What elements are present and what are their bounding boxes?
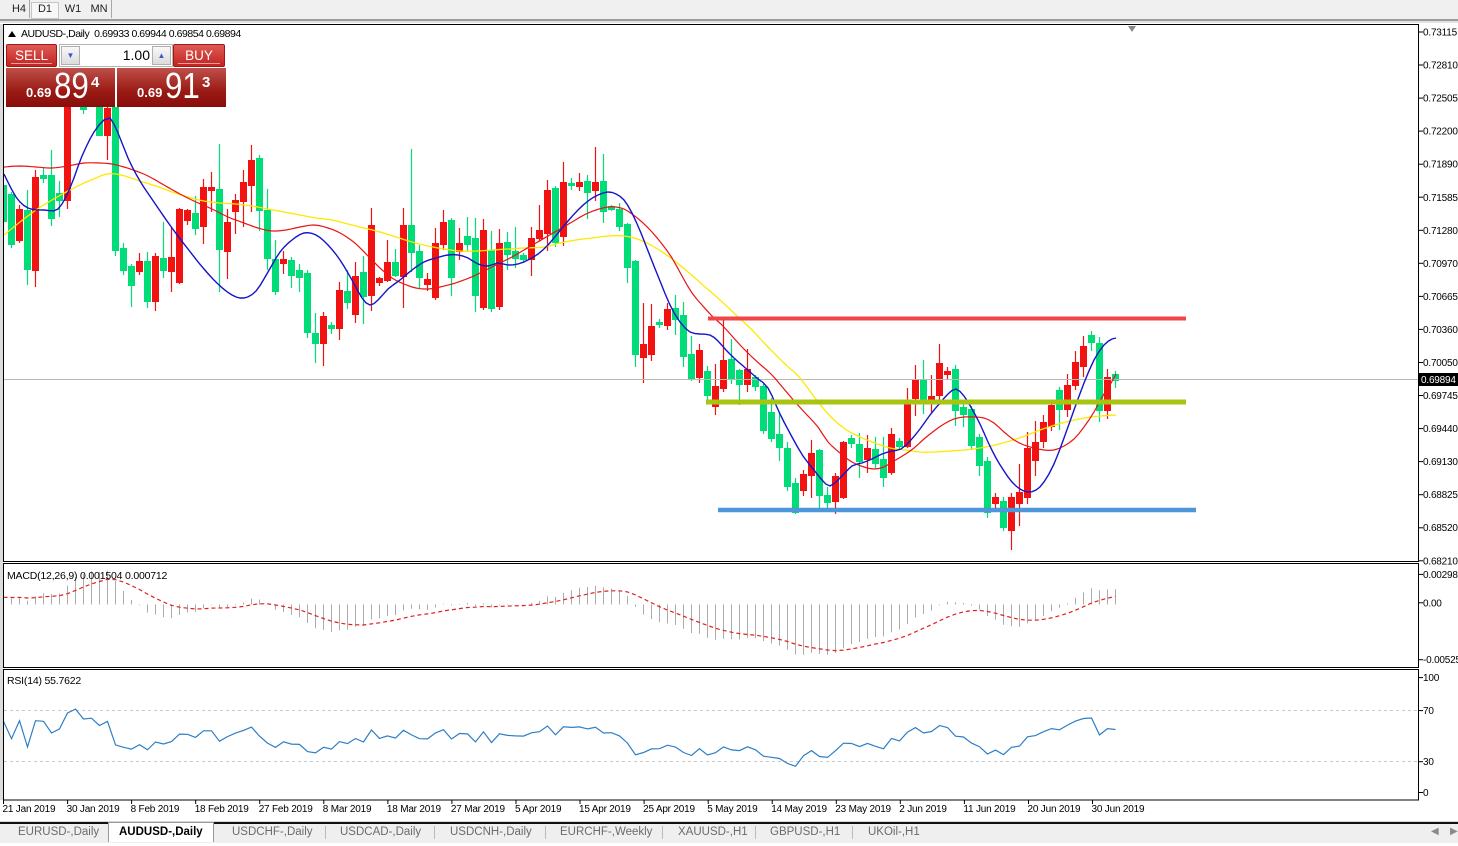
svg-text:0.72200: 0.72200	[1423, 127, 1458, 138]
svg-text:0.70665: 0.70665	[1423, 292, 1458, 303]
svg-text:18 Mar 2019: 18 Mar 2019	[387, 804, 442, 815]
svg-text:0.71585: 0.71585	[1423, 193, 1458, 204]
svg-text:0.002984: 0.002984	[1423, 570, 1458, 581]
svg-text:0.70050: 0.70050	[1423, 358, 1458, 369]
svg-text:0.72505: 0.72505	[1423, 94, 1458, 105]
svg-text:5 May 2019: 5 May 2019	[707, 804, 758, 815]
svg-text:2 Jun 2019: 2 Jun 2019	[899, 804, 947, 815]
svg-text:25 Apr 2019: 25 Apr 2019	[643, 804, 695, 815]
svg-text:0.70970: 0.70970	[1423, 259, 1458, 270]
svg-text:0.71280: 0.71280	[1423, 226, 1458, 237]
svg-text:0.69130: 0.69130	[1423, 457, 1458, 468]
svg-text:0.69745: 0.69745	[1423, 391, 1458, 402]
svg-text:0.70360: 0.70360	[1423, 325, 1458, 336]
svg-text:0: 0	[1423, 788, 1429, 799]
svg-text:100: 100	[1423, 673, 1440, 684]
svg-text:0.68520: 0.68520	[1423, 523, 1458, 534]
svg-text:8 Feb 2019: 8 Feb 2019	[131, 804, 180, 815]
svg-text:0.00: 0.00	[1423, 598, 1442, 609]
svg-text:14 May 2019: 14 May 2019	[771, 804, 827, 815]
svg-text:23 May 2019: 23 May 2019	[835, 804, 891, 815]
svg-text:0.73115: 0.73115	[1423, 28, 1458, 39]
svg-text:18 Feb 2019: 18 Feb 2019	[195, 804, 250, 815]
svg-text:11 Jun 2019: 11 Jun 2019	[963, 804, 1016, 815]
svg-text:5 Apr 2019: 5 Apr 2019	[515, 804, 562, 815]
svg-text:MACD(12,26,9) 0.001504 0.00071: MACD(12,26,9) 0.001504 0.000712	[7, 570, 168, 582]
svg-text:15 Apr 2019: 15 Apr 2019	[579, 804, 631, 815]
svg-text:0.69894: 0.69894	[1421, 375, 1456, 386]
svg-text:8 Mar 2019: 8 Mar 2019	[323, 804, 372, 815]
svg-text:30 Jan 2019: 30 Jan 2019	[67, 804, 120, 815]
svg-text:30 Jun 2019: 30 Jun 2019	[1092, 804, 1145, 815]
svg-text:27 Feb 2019: 27 Feb 2019	[259, 804, 314, 815]
svg-text:0.68210: 0.68210	[1423, 556, 1458, 567]
svg-text:70: 70	[1423, 706, 1434, 717]
svg-text:RSI(14) 55.7622: RSI(14) 55.7622	[7, 675, 81, 687]
svg-text:0.71890: 0.71890	[1423, 160, 1458, 171]
svg-text:21 Jan 2019: 21 Jan 2019	[3, 804, 56, 815]
svg-text:20 Jun 2019: 20 Jun 2019	[1028, 804, 1081, 815]
svg-text:0.68825: 0.68825	[1423, 490, 1458, 501]
svg-text:0.69440: 0.69440	[1423, 424, 1458, 435]
svg-text:0.72810: 0.72810	[1423, 61, 1458, 72]
svg-text:30: 30	[1423, 757, 1434, 768]
svg-text:-0.00525: -0.00525	[1423, 655, 1458, 666]
svg-text:27 Mar 2019: 27 Mar 2019	[451, 804, 506, 815]
